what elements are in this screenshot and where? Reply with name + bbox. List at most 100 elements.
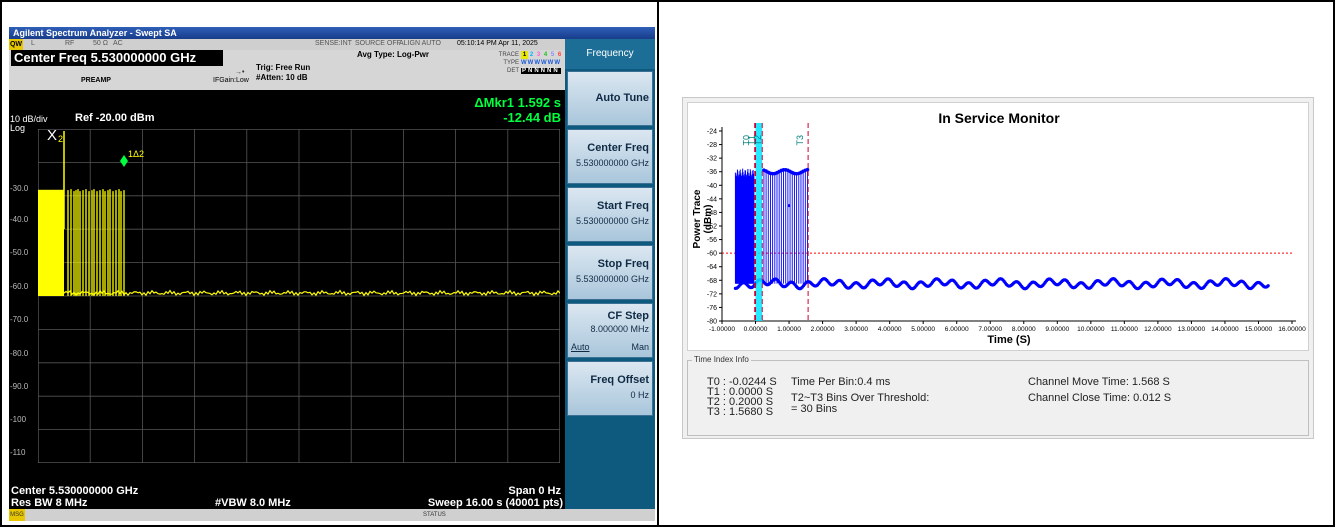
ism-y-tick-label: -24 [707, 129, 717, 136]
det-label: DET [507, 68, 519, 74]
auto-tune-label: Auto Tune [595, 92, 649, 104]
cf-step-button[interactable]: CF Step 8.000000 MHz Auto Man [567, 303, 653, 358]
spectrum-plot[interactable]: X 2 1Δ2 [38, 129, 560, 463]
noise-floor [733, 276, 1270, 291]
stop-freq-button[interactable]: Stop Freq 5.530000000 GHz [567, 245, 653, 300]
type-label: TYPE [503, 60, 519, 66]
cf-step-label: CF Step [607, 310, 649, 322]
cf-step-man[interactable]: Man [631, 342, 649, 352]
ism-y-tick-label: -64 [707, 264, 717, 271]
sa-y-tick: -100 [10, 415, 27, 424]
sa-y-tick: -110 [10, 448, 26, 457]
ism-x-tick-label: 8.00000 [1012, 326, 1036, 333]
ism-y-tick-label: -32 [707, 156, 717, 163]
analyzer-screen: 10 dB/div Log Ref -20.00 dBm ΔMkr1 1.592… [9, 90, 565, 509]
highlight-region [755, 123, 763, 321]
ism-y-tick-label: -80 [707, 319, 717, 326]
center-freq-button[interactable]: Center Freq 5.530000000 GHz [567, 129, 653, 184]
sweep-annotation: Sweep 16.00 s (40001 pts) [427, 497, 563, 509]
ism-x-tick-label: 11.00000 [1111, 326, 1138, 333]
status-l: L [31, 40, 35, 47]
sa-y-tick: -70.0 [10, 315, 29, 324]
ism-y-tick-label: -48 [707, 210, 717, 217]
vbw-annotation: #VBW 8.0 MHz [215, 497, 291, 509]
span-annotation: Span 0 Hz [508, 485, 561, 497]
bottom-annotation: Center 5.530000000 GHz Span 0 Hz Res BW … [9, 485, 565, 509]
trace-6-indicator[interactable]: 6 [557, 52, 562, 58]
sa-y-tick: -30.0 [10, 184, 29, 193]
start-freq-button[interactable]: Start Freq 5.530000000 GHz [567, 187, 653, 242]
ism-x-tick-label: 1.00000 [777, 326, 801, 333]
channel-close-time: Channel Close Time: 0.012 S [1028, 392, 1172, 404]
trace-2-indicator[interactable]: 2 [529, 52, 534, 58]
time-marker-label: T1 [747, 135, 757, 146]
ism-plot[interactable]: -24 -28 -32 -36 -40 -44 -48 -52 -56 -60 -64 -68 -72 -… [688, 103, 1310, 335]
ism-y-tick-label: -76 [707, 305, 717, 312]
msg-label: MSG [9, 509, 25, 521]
freq-offset-label: Freq Offset [590, 374, 649, 386]
softkey-panel: Frequency Auto Tune Center Freq 5.530000… [565, 39, 655, 509]
message-bar: MSG STATUS [9, 509, 655, 521]
delta-marker-label: 1Δ2 [128, 149, 144, 159]
ism-y-tick-label: -72 [707, 291, 717, 298]
noise-point [1266, 284, 1270, 288]
ism-x-tick-label: 15.00000 [1245, 326, 1273, 333]
status-label: STATUS [423, 512, 446, 518]
ism-x-tick-label: 13.00000 [1178, 326, 1206, 333]
settings-header: QW L RF 50 Ω AC SENSE:INT SOURCE OFF ALI… [9, 39, 565, 90]
ism-x-tick-label: 0.00000 [744, 326, 768, 333]
auto-tune-button[interactable]: Auto Tune [567, 71, 653, 126]
in-service-monitor-panel: In Service Monitor Power Trace (dBm) -24… [682, 97, 1314, 439]
delta-marker-icon [120, 155, 128, 167]
trigger-label: Trig: Free Run [256, 63, 311, 72]
avg-type-label: Avg Type: Log-Pwr [357, 50, 429, 59]
freq-offset-button[interactable]: Freq Offset 0 Hz [567, 361, 653, 416]
ism-x-tick-label: 4.00000 [878, 326, 902, 333]
yellow-trace [38, 189, 125, 296]
status-source: SOURCE OFF [355, 40, 401, 47]
burst-block [38, 189, 64, 296]
ism-y-tick-label: -60 [707, 251, 717, 258]
ism-x-tick-label: 2.00000 [811, 326, 835, 333]
center-freq-display[interactable]: Center Freq 5.530000000 GHz [11, 50, 223, 66]
baseline-trace [38, 289, 560, 297]
pulse-outlier [787, 204, 791, 208]
status-row: QW L RF 50 Ω AC SENSE:INT SOURCE OFF ALI… [9, 39, 565, 50]
cf-step-auto[interactable]: Auto [571, 342, 590, 352]
pulse-train [762, 167, 810, 284]
ism-y-tick-label: -68 [707, 278, 717, 285]
window-title: Agilent Spectrum Analyzer - Swept SA [9, 27, 655, 39]
status-datetime: 05:10:14 PM Apr 11, 2025 [457, 40, 538, 47]
trace-4-indicator[interactable]: 4 [543, 52, 548, 58]
ism-x-axis-label: Time (S) [987, 334, 1031, 346]
scale-per-div: 10 dB/div Log [10, 114, 48, 133]
spectrum-analyzer-window: Agilent Spectrum Analyzer - Swept SA QW … [9, 27, 655, 521]
atten-label: #Atten: 10 dB [256, 73, 308, 82]
sa-y-tick: -90.0 [10, 382, 29, 391]
trace-1-indicator[interactable]: 1 [521, 51, 528, 59]
ism-y-tick-label: -40 [707, 183, 717, 190]
preamp-label: PREAMP [81, 77, 111, 84]
ism-y-tick-label: -36 [707, 169, 717, 176]
ism-x-tick-label: 9.00000 [1045, 326, 1069, 333]
cf-step-value: 8.000000 MHz [590, 324, 649, 334]
marker-x-sub: 2 [58, 134, 63, 144]
scale-type: Log [10, 123, 26, 133]
bins-over-threshold-label: T2~T3 Bins Over Threshold: [791, 392, 930, 404]
center-freq-annotation: Center 5.530000000 GHz [11, 485, 139, 497]
ism-x-tick-label: 10.00000 [1077, 326, 1105, 333]
softkey-menu-title: Frequency [565, 39, 655, 69]
ism-y-tick-label: -52 [707, 224, 717, 231]
ism-title: In Service Monitor [938, 110, 1060, 126]
trace-3-indicator[interactable]: 3 [536, 52, 541, 58]
ism-y-tick-label: -44 [707, 196, 717, 203]
sa-y-tick: -60.0 [10, 282, 29, 291]
ism-y-tick-label: -28 [707, 142, 717, 149]
ism-x-tick-label: -1.00000 [709, 326, 735, 333]
sa-y-tick: -40.0 [10, 215, 29, 224]
marker-readout: ΔMkr1 1.592 s -12.44 dB [449, 95, 561, 125]
t3-value: T3 : 1.5680 S [707, 406, 774, 418]
center-freq-label: Center Freq [587, 142, 649, 154]
trace-status-box: TRACE 1 2 3 4 5 6 TYPE WWWWWW DET PNNNNN [483, 51, 565, 78]
trace-5-indicator[interactable]: 5 [550, 52, 555, 58]
